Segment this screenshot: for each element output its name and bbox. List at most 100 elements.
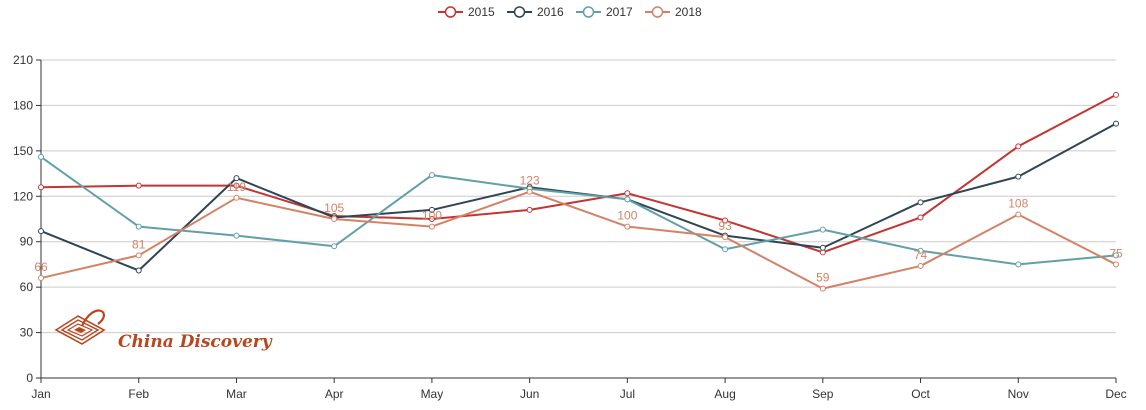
legend-circle-icon <box>513 6 526 18</box>
data-label: 81 <box>132 237 146 251</box>
x-tick-label: Jul <box>620 387 635 401</box>
data-point[interactable] <box>526 188 533 195</box>
legend-item-2017[interactable]: 2017 <box>576 5 633 19</box>
data-point[interactable] <box>1015 261 1022 268</box>
y-tick-label: 0 <box>26 371 33 385</box>
data-point[interactable] <box>38 275 44 282</box>
data-label: 123 <box>520 174 540 188</box>
series-2016[interactable] <box>38 120 1119 274</box>
data-label: 75 <box>1109 246 1123 260</box>
data-point[interactable] <box>38 228 44 235</box>
data-point[interactable] <box>917 199 924 206</box>
legend-item-2015[interactable]: 2015 <box>438 5 495 19</box>
x-tick-label: Jan <box>31 387 50 401</box>
data-point[interactable] <box>1113 91 1119 98</box>
grid-lines <box>41 59 1116 334</box>
data-point[interactable] <box>1015 143 1022 150</box>
series-line-2015[interactable] <box>40 93 1117 254</box>
legend-circle-icon <box>651 6 664 18</box>
logo-text: China Discovery <box>118 332 273 352</box>
axes: 0 30 60 90 120 150 180 210 Jan Feb Mar Apr May Jun Jul… <box>13 53 1127 401</box>
y-tick-label: 120 <box>13 189 33 203</box>
y-tick-label: 180 <box>13 98 33 112</box>
logo-emblem-icon <box>54 309 106 345</box>
data-point[interactable] <box>917 262 924 269</box>
series-line-2018[interactable] <box>40 190 1117 290</box>
data-point[interactable] <box>428 172 435 179</box>
data-point[interactable] <box>135 267 142 274</box>
y-tick-label: 210 <box>13 53 33 67</box>
data-point[interactable] <box>819 244 826 251</box>
data-point[interactable] <box>38 153 44 160</box>
china-discovery-logo: China Discovery <box>54 309 273 352</box>
x-tick-label: Aug <box>714 387 735 401</box>
data-label: 100 <box>617 209 637 223</box>
data-point[interactable] <box>1113 120 1119 127</box>
data-point[interactable] <box>135 252 142 259</box>
legend-label: 2017 <box>606 5 633 19</box>
x-tick-label: Apr <box>325 387 344 401</box>
data-label: 93 <box>718 219 732 233</box>
data-point[interactable] <box>819 285 826 292</box>
data-label: 108 <box>1008 196 1028 210</box>
data-label: 100 <box>422 209 442 223</box>
data-point[interactable] <box>722 246 729 253</box>
data-point[interactable] <box>917 214 924 221</box>
series-2017[interactable] <box>38 153 1119 268</box>
series-2018[interactable] <box>38 188 1119 292</box>
data-point[interactable] <box>135 223 142 230</box>
data-label: 119 <box>227 180 246 194</box>
data-point[interactable] <box>1113 252 1119 259</box>
data-point[interactable] <box>1015 211 1022 218</box>
data-point[interactable] <box>233 175 240 182</box>
data-point[interactable] <box>624 190 631 197</box>
data-point[interactable] <box>331 243 338 250</box>
legend-label: 2018 <box>675 5 702 19</box>
data-point[interactable] <box>428 223 435 230</box>
x-tick-label: May <box>421 387 444 401</box>
data-label: 66 <box>34 260 48 274</box>
data-point[interactable] <box>38 184 44 191</box>
data-point[interactable] <box>526 206 533 213</box>
data-point[interactable] <box>1113 261 1119 268</box>
series-line-2017[interactable] <box>40 156 1117 266</box>
legend-label: 2015 <box>468 5 495 19</box>
y-tick-label: 150 <box>13 144 33 158</box>
legend-item-2016[interactable]: 2016 <box>507 5 564 19</box>
data-labels: 66 81 119 105 100 123 100 93 59 74 108 75 <box>34 174 1123 285</box>
series-2015[interactable] <box>38 91 1119 256</box>
x-tick-label: Mar <box>226 387 247 401</box>
x-tick-label: Sep <box>812 387 834 401</box>
data-point[interactable] <box>1015 173 1022 180</box>
x-tick-label: Nov <box>1008 387 1029 401</box>
chart-legend[interactable]: 2015 2016 2017 2018 <box>438 5 702 19</box>
legend-item-2018[interactable]: 2018 <box>645 5 702 19</box>
data-point[interactable] <box>722 234 729 241</box>
data-point[interactable] <box>331 216 338 222</box>
data-point[interactable] <box>233 194 240 201</box>
legend-circle-icon <box>444 6 457 18</box>
data-point[interactable] <box>135 182 142 189</box>
data-label: 74 <box>914 248 928 262</box>
data-point[interactable] <box>428 206 435 213</box>
data-point[interactable] <box>233 182 240 189</box>
x-tick-label: Oct <box>911 387 930 401</box>
x-tick-label: Dec <box>1105 387 1126 401</box>
data-point[interactable] <box>624 223 631 230</box>
data-point[interactable] <box>624 196 631 203</box>
legend-circle-icon <box>582 6 595 18</box>
data-point[interactable] <box>917 247 924 254</box>
data-point[interactable] <box>819 226 826 233</box>
y-tick-label: 30 <box>20 326 34 340</box>
data-label: 59 <box>816 271 830 285</box>
y-tick-label: 60 <box>20 280 34 294</box>
data-point[interactable] <box>428 216 435 222</box>
y-tick-label: 90 <box>20 235 34 249</box>
data-point[interactable] <box>233 232 240 239</box>
series-layer <box>38 91 1119 292</box>
x-tick-label: Jun <box>520 387 539 401</box>
x-tick-label: Feb <box>128 387 149 401</box>
data-point[interactable] <box>722 217 729 224</box>
legend-label: 2016 <box>537 5 564 19</box>
